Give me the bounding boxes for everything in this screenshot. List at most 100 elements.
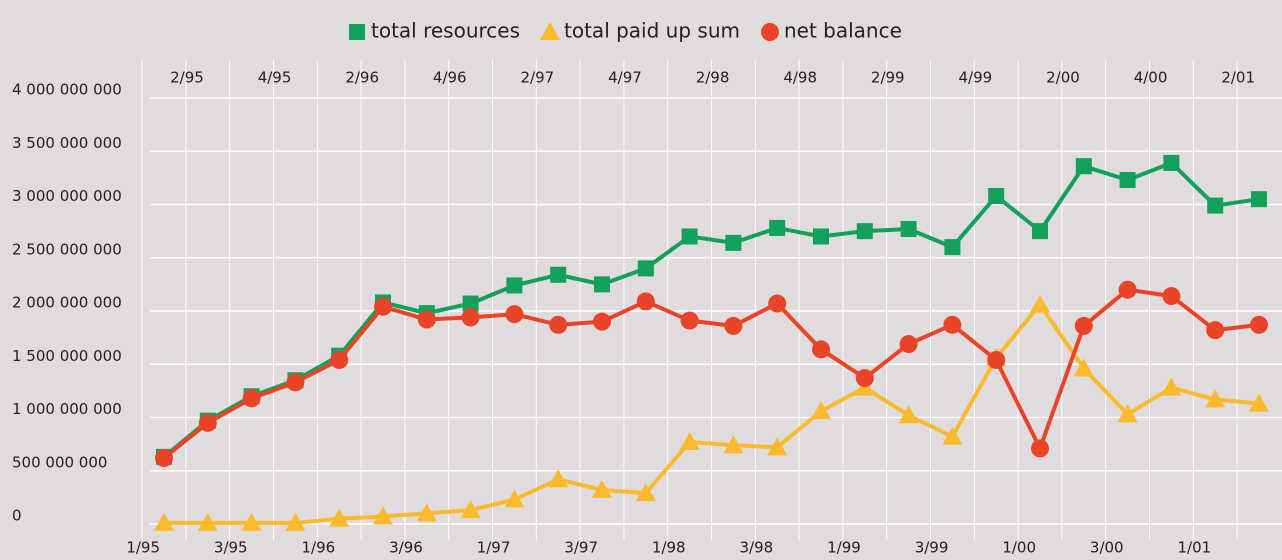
point (198, 413, 217, 432)
point (462, 295, 479, 312)
point (1030, 294, 1050, 313)
series-line (162, 287, 1260, 460)
legend-swatch (349, 24, 365, 40)
point (681, 228, 698, 245)
point (1074, 316, 1093, 335)
point (636, 292, 655, 311)
x-tick-label: 1/98 (652, 539, 686, 557)
point (374, 297, 392, 316)
x-tick-label: 2/95 (170, 69, 204, 87)
point (768, 294, 787, 313)
point (635, 483, 656, 502)
point (416, 503, 437, 522)
point (593, 312, 611, 331)
point (943, 315, 962, 334)
x-tick-label: 4/99 (959, 69, 993, 87)
point (197, 512, 218, 531)
point (944, 239, 961, 256)
y-tick-label: 4 000 000 000 (12, 81, 122, 99)
point (769, 219, 786, 236)
x-tick-label: 3/96 (389, 539, 423, 557)
x-tick-label: 2/97 (521, 69, 555, 87)
legend-label: net balance (784, 19, 902, 43)
y-tick-label: 1 000 000 000 (12, 400, 122, 418)
point (1162, 287, 1181, 306)
x-tick-label: 4/95 (258, 69, 292, 87)
point (987, 350, 1006, 369)
point (373, 506, 393, 525)
point (549, 315, 568, 334)
y-tick-label: 500 000 000 (12, 453, 107, 471)
series-line (162, 160, 1260, 459)
x-tick-label: 4/97 (608, 69, 642, 87)
point (592, 479, 612, 498)
point (155, 448, 173, 467)
point (1207, 197, 1224, 214)
x-tick-label: 1/96 (302, 539, 336, 557)
point (417, 310, 436, 329)
point (813, 228, 829, 245)
x-tick-label: 4/98 (783, 69, 817, 87)
point (460, 500, 481, 519)
x-tick-label: 1/99 (827, 539, 861, 557)
y-tick-label: 0 (12, 507, 22, 525)
point (1075, 158, 1092, 175)
point (505, 305, 524, 324)
y-tick-label: 2 000 000 000 (12, 294, 122, 312)
point (767, 437, 788, 456)
y-tick-label: 2 500 000 000 (12, 240, 122, 258)
point (723, 435, 744, 454)
x-tick-label: 3/98 (740, 539, 774, 557)
x-tick-label: 1/00 (1002, 539, 1036, 557)
point (506, 277, 523, 294)
point (724, 316, 743, 335)
point (679, 431, 700, 450)
point (1119, 172, 1136, 189)
x-tick-label: 1/95 (126, 539, 160, 557)
point (1163, 154, 1180, 171)
point (811, 401, 831, 420)
point (285, 512, 306, 531)
point (504, 489, 525, 508)
point (725, 234, 742, 251)
x-tick-label: 2/01 (1221, 69, 1255, 87)
legend-swatch (760, 23, 779, 41)
x-tick-label: 2/99 (871, 69, 905, 87)
point (1117, 404, 1138, 423)
point (1118, 280, 1137, 299)
point (330, 350, 349, 369)
point (1031, 439, 1049, 458)
x-tick-label: 3/00 (1090, 539, 1124, 557)
point (855, 369, 874, 388)
point (812, 340, 830, 359)
point (942, 426, 963, 445)
point (1205, 389, 1226, 408)
x-tick-label: 2/96 (345, 69, 379, 87)
y-tick-label: 3 000 000 000 (12, 187, 122, 205)
series-line (164, 302, 1260, 525)
point (329, 508, 350, 527)
point (1249, 393, 1269, 412)
x-tick-label: 4/96 (433, 69, 467, 87)
point (1032, 223, 1048, 240)
point (1206, 321, 1225, 340)
point (1250, 315, 1268, 334)
x-tick-label: 3/97 (564, 539, 598, 557)
x-tick-label: 2/00 (1046, 69, 1080, 87)
point (550, 266, 567, 283)
point (461, 308, 480, 327)
point (680, 311, 699, 330)
point (899, 335, 918, 354)
point (242, 389, 261, 408)
point (1251, 191, 1267, 208)
point (1073, 358, 1094, 377)
point (286, 373, 305, 392)
legend-label: total resources (371, 19, 520, 43)
x-tick-label: 4/00 (1134, 69, 1168, 87)
point (856, 223, 873, 240)
point (594, 276, 610, 293)
point (154, 512, 174, 531)
point (1161, 377, 1182, 396)
